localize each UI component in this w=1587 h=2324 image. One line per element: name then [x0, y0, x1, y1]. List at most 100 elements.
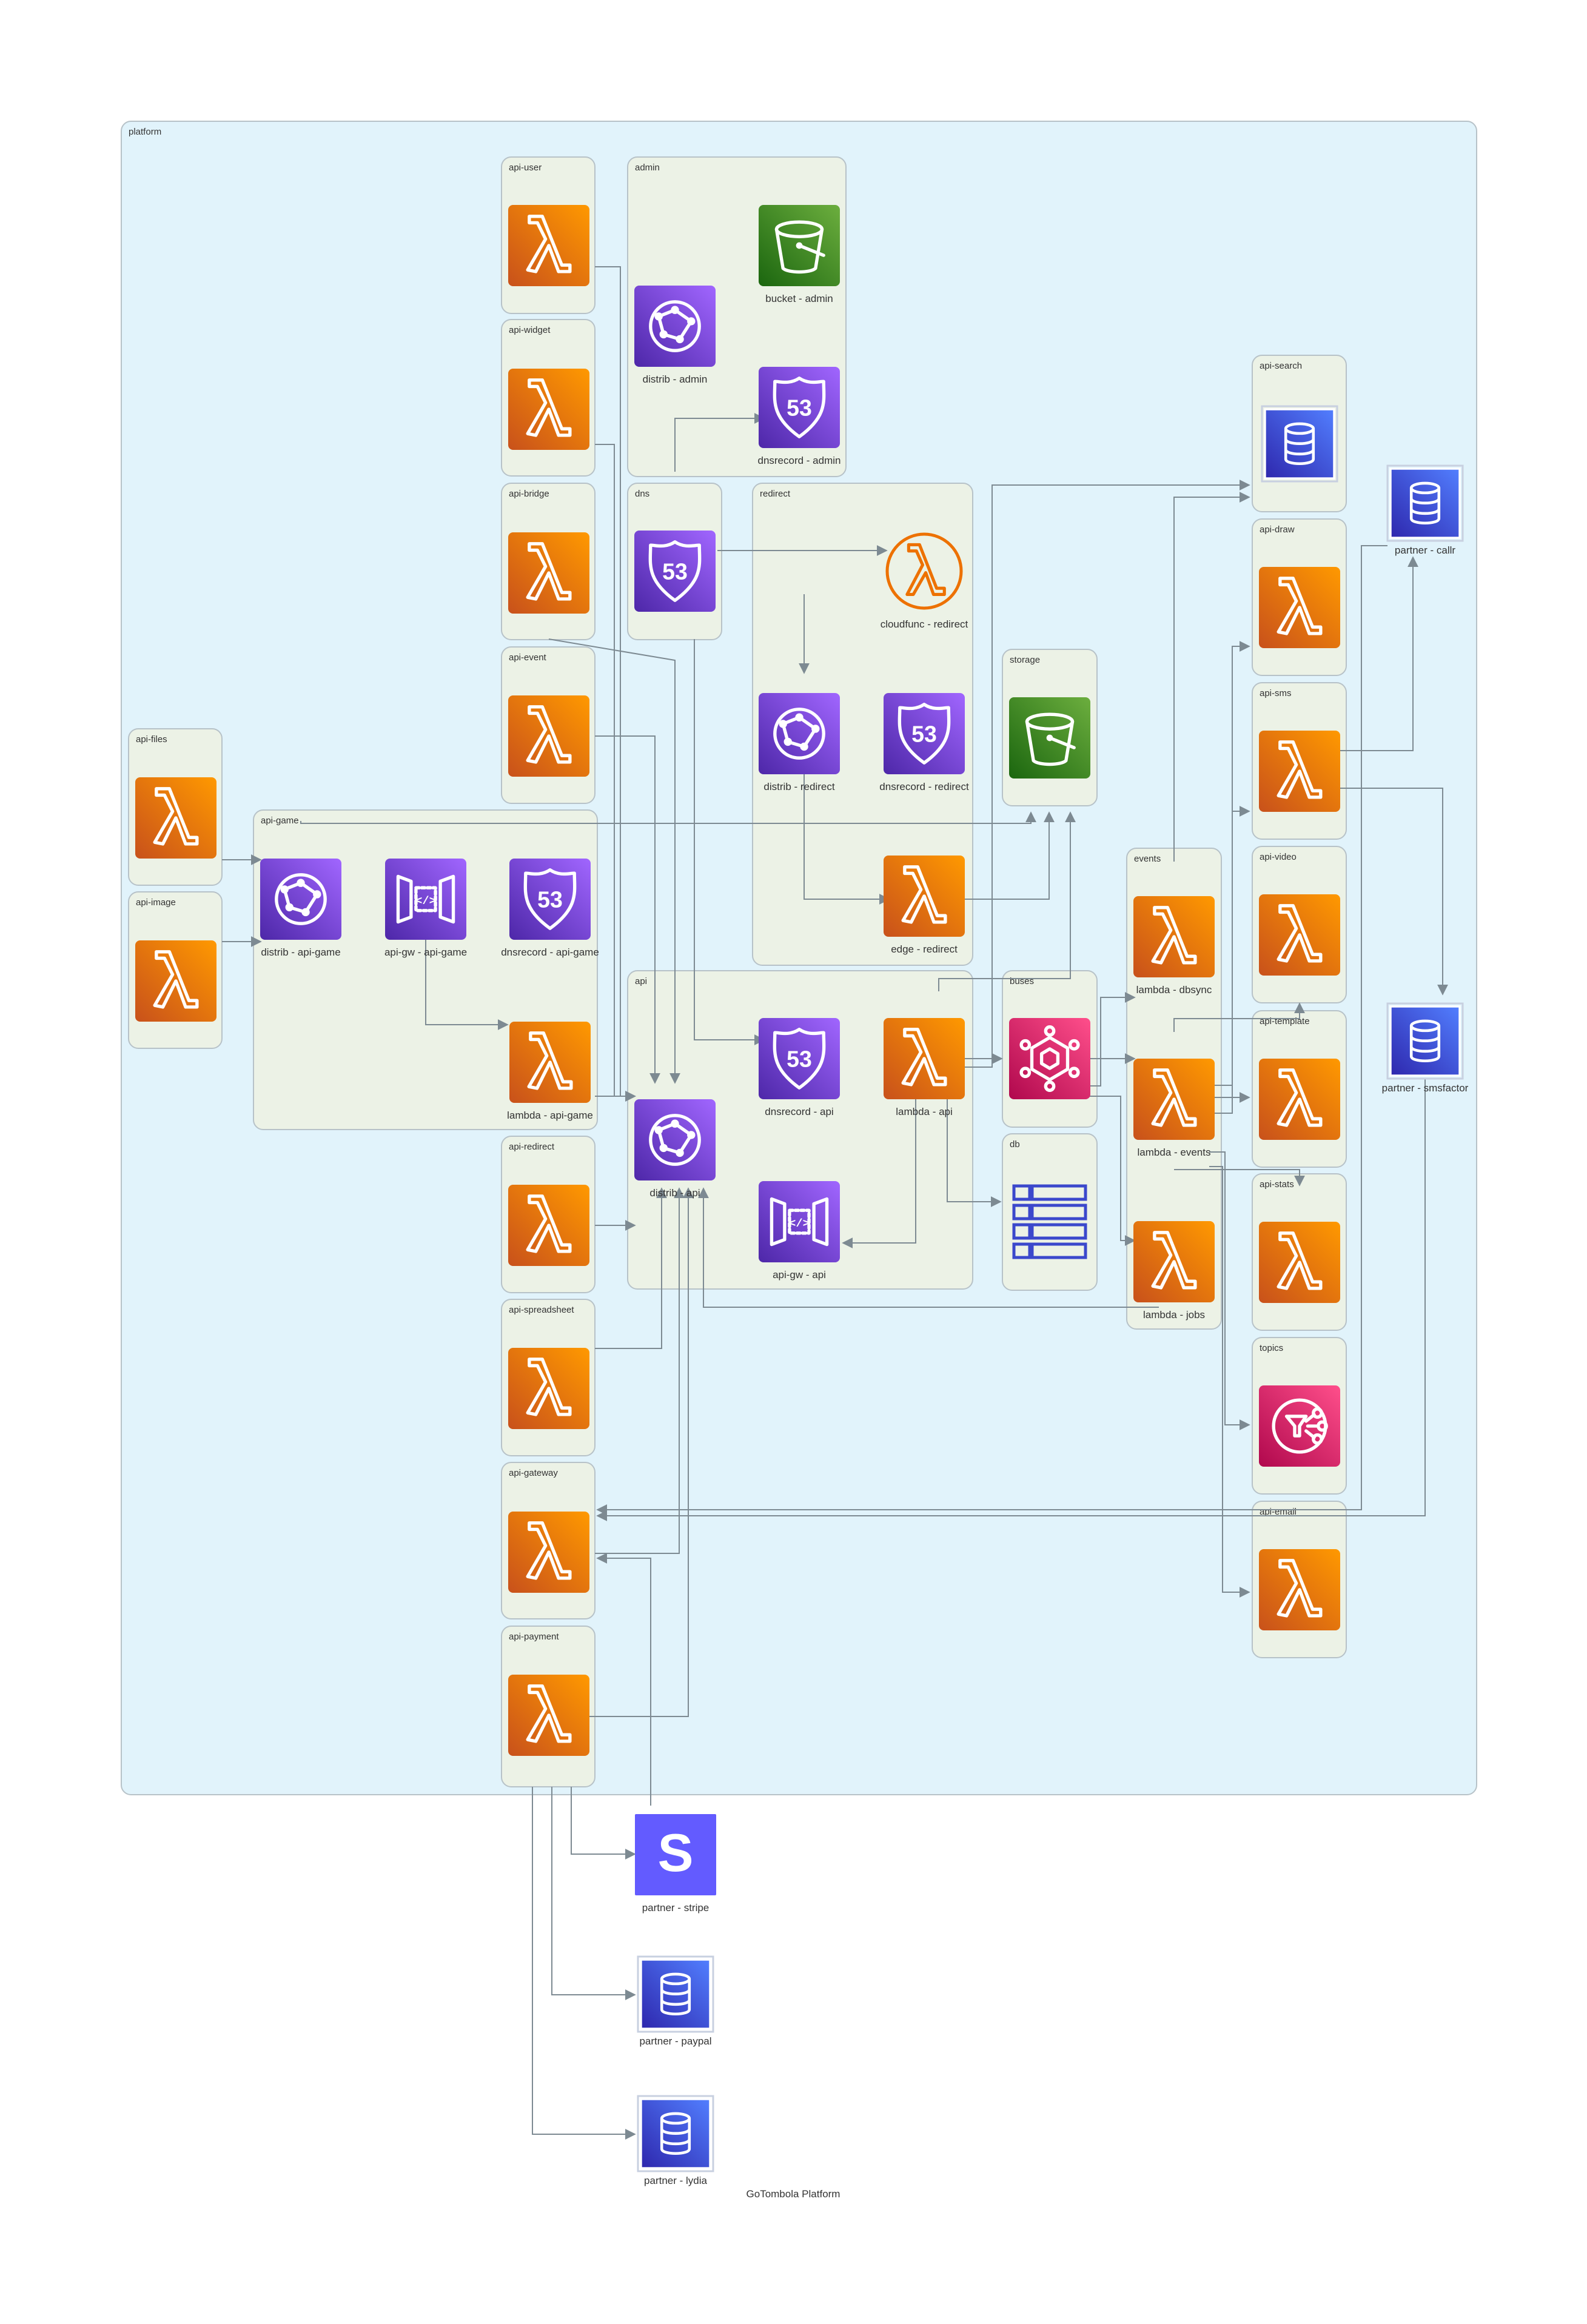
edge-arrow [947, 1094, 1002, 1207]
node-bus[interactable] [1009, 1018, 1090, 1099]
lambda-icon [1259, 1549, 1340, 1630]
node-table[interactable] [1012, 1184, 1087, 1259]
edge-arrow [694, 639, 765, 1045]
node-widget[interactable] [508, 369, 589, 450]
node-lambda-game[interactable]: lambda - api-game [507, 1022, 593, 1121]
node-label: partner - stripe [642, 1902, 710, 1914]
node-stats[interactable] [1259, 1222, 1340, 1303]
node-gateway[interactable] [508, 1512, 589, 1593]
edge-arrow [595, 1187, 685, 1554]
topic-icon [1259, 1385, 1340, 1467]
bucket-icon [1009, 697, 1090, 779]
node-dns-admin[interactable]: 53 dnsrecord - admin [757, 367, 841, 466]
route53-icon: 53 [759, 367, 840, 448]
cloudfront-icon [260, 859, 341, 940]
group-title: api-game [261, 815, 299, 826]
cloudfront-icon [634, 1099, 716, 1180]
node-dns-zone[interactable]: 53 [634, 531, 716, 612]
group-title: api [635, 976, 647, 986]
node-cloudfunc[interactable]: cloudfunc - redirect [881, 532, 968, 630]
node-lambda-api[interactable]: lambda - api [884, 1018, 965, 1117]
group-db: db [1002, 1133, 1098, 1291]
edge-arrow [842, 1094, 916, 1248]
edge-arrow [1335, 788, 1448, 996]
node-apigw-game[interactable]: </> api-gw - api-game [384, 859, 467, 958]
lambda-icon [1259, 731, 1340, 812]
group-title: dns [635, 489, 649, 499]
node-dns-redirect[interactable]: 53 dnsrecord - redirect [879, 693, 969, 792]
group-frame [1002, 1133, 1098, 1291]
node-payment[interactable] [508, 1675, 589, 1756]
group-title: api-stats [1260, 1179, 1294, 1190]
group-title: api-search [1260, 361, 1302, 371]
route53-icon: 53 [884, 693, 965, 774]
node-files[interactable] [135, 777, 216, 859]
node-label: cloudfunc - redirect [881, 618, 968, 630]
node-label: lambda - dbsync [1136, 984, 1212, 996]
edge-arrow [532, 1787, 636, 2140]
database-icon [637, 1955, 714, 2033]
node-template[interactable] [1259, 1059, 1340, 1140]
lambda-icon [1133, 896, 1215, 977]
database-icon [637, 2095, 714, 2172]
node-sheet[interactable] [508, 1348, 589, 1429]
lambda-icon [1133, 1059, 1215, 1140]
bucket-icon [759, 205, 840, 286]
node-draw[interactable] [1259, 567, 1340, 648]
node-lambda-events[interactable]: lambda - events [1133, 1059, 1215, 1158]
node-storage-bucket[interactable] [1009, 697, 1090, 779]
node-label: partner - paypal [639, 2035, 711, 2047]
lambda-icon [1259, 1222, 1340, 1303]
node-distrib-game[interactable]: distrib - api-game [260, 859, 341, 958]
node-search[interactable] [1261, 405, 1338, 483]
node-event[interactable] [508, 695, 589, 777]
group-title: api-bridge [509, 489, 549, 499]
node-lambda-jobs[interactable]: lambda - jobs [1133, 1221, 1215, 1321]
edge-arrow [1173, 492, 1250, 862]
svg-text:53: 53 [911, 721, 937, 746]
edge-arrow [804, 770, 890, 905]
edge-arrow [959, 480, 1250, 1068]
node-label: distrib - redirect [763, 781, 834, 792]
node-sms[interactable] [1259, 731, 1340, 812]
node-edge-redirect[interactable]: edge - redirect [884, 856, 965, 955]
node-label: distrib - api-game [261, 946, 340, 958]
node-distrib-redirect[interactable]: distrib - redirect [759, 693, 840, 792]
lambda-icon [509, 1022, 591, 1103]
node-image[interactable] [135, 940, 216, 1022]
node-apigw-api[interactable]: </> api-gw - api [759, 1181, 840, 1281]
node-redir[interactable] [508, 1185, 589, 1266]
node-user[interactable] [508, 205, 589, 286]
node-dbsync[interactable]: lambda - dbsync [1133, 896, 1215, 996]
lambda-icon [508, 1512, 589, 1593]
node-dns-game[interactable]: 53 dnsrecord - api-game [501, 859, 599, 958]
node-distrib-api[interactable]: distrib - api [634, 1099, 716, 1199]
node-smsfactor[interactable]: partner - smsfactor [1382, 1002, 1469, 1094]
node-bridge[interactable] [508, 532, 589, 614]
edge-arrow [596, 545, 1387, 1515]
group-title: topics [1260, 1343, 1283, 1353]
lambda-icon [508, 1185, 589, 1266]
node-label: dnsrecord - admin [757, 455, 840, 466]
node-video[interactable] [1259, 894, 1340, 976]
node-distrib-admin[interactable]: distrib - admin [634, 286, 716, 385]
edge-arrow [1335, 556, 1418, 751]
node-label: bucket - admin [765, 293, 833, 304]
node-lydia[interactable]: partner - lydia [637, 2095, 714, 2186]
node-callr[interactable]: partner - callr [1386, 464, 1464, 556]
node-dns-api[interactable]: 53 dnsrecord - api [759, 1018, 840, 1117]
group-title: api-event [509, 652, 547, 663]
nodes-layer: distrib - api-game </> api-gw - api-game 53… [135, 205, 1469, 2186]
node-paypal[interactable]: partner - paypal [637, 1955, 714, 2047]
stripe-icon: S [635, 1814, 716, 1895]
node-label: lambda - api [896, 1106, 953, 1117]
edge-arrow [698, 1187, 1159, 1308]
edge-arrow [1085, 992, 1136, 1087]
node-email[interactable] [1259, 1549, 1340, 1630]
node-sns[interactable] [1259, 1385, 1340, 1467]
cloudfront-icon [634, 286, 716, 367]
svg-text:53: 53 [787, 1046, 812, 1071]
node-bucket-admin[interactable]: bucket - admin [759, 205, 840, 304]
database-icon [1261, 405, 1338, 483]
